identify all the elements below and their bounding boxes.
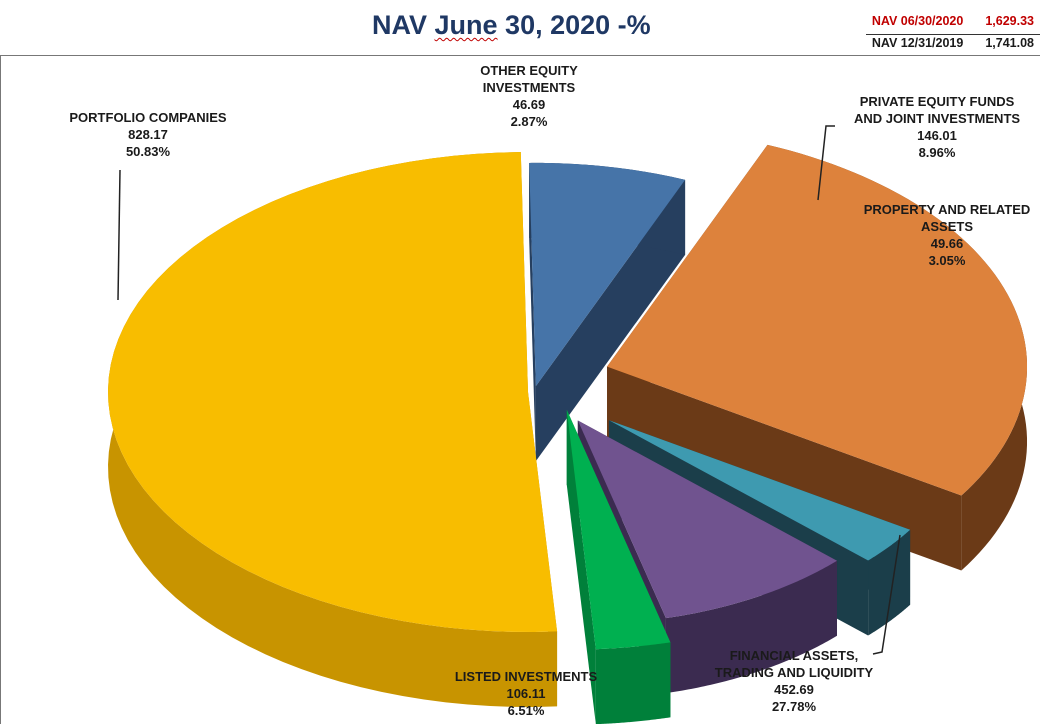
- nav-prior-row: NAV 12/31/2019 1,741.08: [872, 32, 1034, 54]
- slice-top-listed: [529, 162, 686, 387]
- slice-value-listed: 106.11: [506, 686, 545, 701]
- slice-name-financial: FINANCIAL ASSETS,: [730, 648, 859, 663]
- slice-name-property: ASSETS: [921, 219, 973, 234]
- slice-wall-listed-1: [535, 179, 686, 462]
- nav-summary: NAV 06/30/2020 1,629.33 NAV 12/31/2019 1…: [865, 10, 1040, 54]
- data-label-property: PROPERTY AND RELATED ASSETS 49.66 3.05%: [864, 202, 1031, 268]
- slice-pct-portfolio: 50.83%: [126, 144, 171, 159]
- slice-top-portfolio: [108, 152, 558, 632]
- leader-line-financial: [872, 534, 901, 655]
- slice-name-portfolio: PORTFOLIO COMPANIES: [69, 110, 227, 125]
- leader-line-portfolio: [117, 169, 121, 301]
- slice-name-other: OTHER EQUITY: [480, 63, 578, 78]
- slice-value-property: 49.66: [931, 236, 964, 251]
- slice-pct-other: 2.87%: [511, 114, 548, 129]
- pie-slice-pe: [577, 420, 838, 694]
- slice-top-property: [608, 420, 911, 561]
- slice-name-pe: PRIVATE EQUITY FUNDS: [860, 94, 1015, 109]
- slice-value-portfolio: 828.17: [128, 127, 168, 142]
- nav-current-value: 1,629.33: [985, 14, 1034, 28]
- nav-prior-label: NAV 12/31/2019: [871, 36, 964, 50]
- pie-slice-listed: [529, 162, 686, 462]
- leader-line-pe: [817, 125, 835, 201]
- slice-top-pe: [577, 420, 838, 619]
- slice-wall-other-1: [566, 409, 596, 724]
- pie-slice-other: [566, 409, 671, 724]
- slice-value-other: 46.69: [513, 97, 546, 112]
- slice-rim-other: [595, 642, 671, 724]
- slice-name-property: PROPERTY AND RELATED: [864, 202, 1031, 217]
- title-underlined-word: June: [434, 10, 498, 40]
- slice-rim-pe: [665, 560, 838, 694]
- slice-top-financial: [607, 144, 1028, 496]
- data-label-financial: FINANCIAL ASSETS, TRADING AND LIQUIDITY 45…: [715, 648, 874, 714]
- data-label-portfolio: PORTFOLIO COMPANIES 828.17 50.83%: [69, 110, 227, 159]
- chart-title: NAV June 30, 2020 -%: [372, 10, 651, 40]
- slice-pct-listed: 6.51%: [508, 703, 545, 718]
- nav-current-label: NAV 06/30/2020: [871, 14, 964, 28]
- nav-prior-value: 1,741.08: [985, 36, 1034, 50]
- pie-slice-portfolio: [108, 152, 558, 707]
- data-label-listed: LISTED INVESTMENTS 106.11 6.51%: [455, 669, 598, 718]
- slice-rim-property: [868, 529, 911, 636]
- slice-top-other: [566, 409, 671, 650]
- data-label-other: OTHER EQUITY INVESTMENTS 46.69 2.87%: [480, 63, 578, 129]
- slice-value-pe: 146.01: [917, 128, 957, 143]
- slice-name-other: INVESTMENTS: [483, 80, 576, 95]
- slice-pct-financial: 27.78%: [772, 699, 817, 714]
- slice-name-pe: AND JOINT INVESTMENTS: [854, 111, 1020, 126]
- slice-value-financial: 452.69: [774, 682, 814, 697]
- slice-name-listed: LISTED INVESTMENTS: [455, 669, 598, 684]
- nav-current-row: NAV 06/30/2020 1,629.33: [872, 10, 1034, 32]
- slice-name-financial: TRADING AND LIQUIDITY: [715, 665, 874, 680]
- slice-pct-property: 3.05%: [929, 253, 966, 268]
- chart-area: [0, 55, 1040, 724]
- data-label-pe: PRIVATE EQUITY FUNDS AND JOINT INVESTMENT…: [854, 94, 1020, 160]
- slice-pct-pe: 8.96%: [919, 145, 956, 160]
